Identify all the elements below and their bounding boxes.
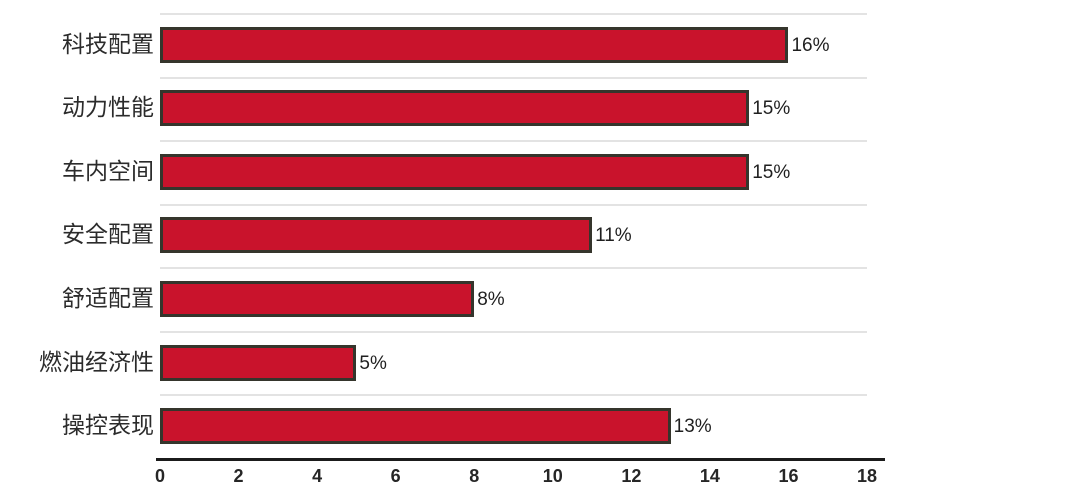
category-label: 动力性能	[62, 94, 154, 121]
bar	[160, 90, 750, 127]
category-label: 燃油经济性	[39, 348, 154, 375]
value-label: 8%	[477, 289, 505, 311]
row-gridline	[160, 394, 868, 397]
x-tick-label: 6	[390, 465, 401, 486]
category-label: 操控表现	[62, 412, 154, 439]
value-label: 5%	[359, 352, 387, 374]
row-gridline	[160, 76, 868, 79]
x-tick-label: 10	[542, 465, 563, 486]
value-label: 13%	[673, 416, 712, 438]
category-label: 车内空间	[62, 157, 154, 184]
x-tick-label: 18	[857, 465, 878, 486]
category-label: 科技配置	[62, 30, 154, 57]
category-label: 安全配置	[62, 221, 154, 248]
row-gridline	[160, 140, 868, 143]
bar	[160, 408, 671, 445]
x-tick-label: 4	[312, 465, 323, 486]
row-gridline	[160, 267, 868, 270]
x-tick-label: 14	[699, 465, 720, 486]
category-label: 舒适配置	[62, 285, 154, 312]
bar	[160, 26, 789, 63]
row-gridline	[160, 203, 868, 206]
x-tick-label: 2	[233, 465, 244, 486]
row-gridline	[160, 13, 868, 15]
x-axis-line	[156, 457, 886, 461]
value-label: 11%	[595, 225, 632, 247]
bar	[160, 153, 750, 190]
x-tick-label: 0	[154, 465, 166, 486]
bar	[160, 344, 357, 381]
x-tick-label: 8	[469, 465, 480, 486]
x-tick-label: 16	[778, 465, 799, 486]
bar	[160, 217, 593, 254]
x-tick-label: 12	[621, 465, 642, 486]
value-label: 16%	[791, 34, 830, 56]
value-label: 15%	[752, 98, 791, 120]
row-gridline	[160, 330, 868, 333]
bar	[160, 281, 475, 318]
value-label: 15%	[752, 161, 791, 183]
